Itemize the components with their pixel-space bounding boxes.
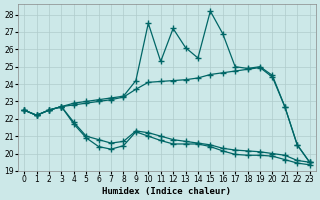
X-axis label: Humidex (Indice chaleur): Humidex (Indice chaleur): [102, 187, 231, 196]
